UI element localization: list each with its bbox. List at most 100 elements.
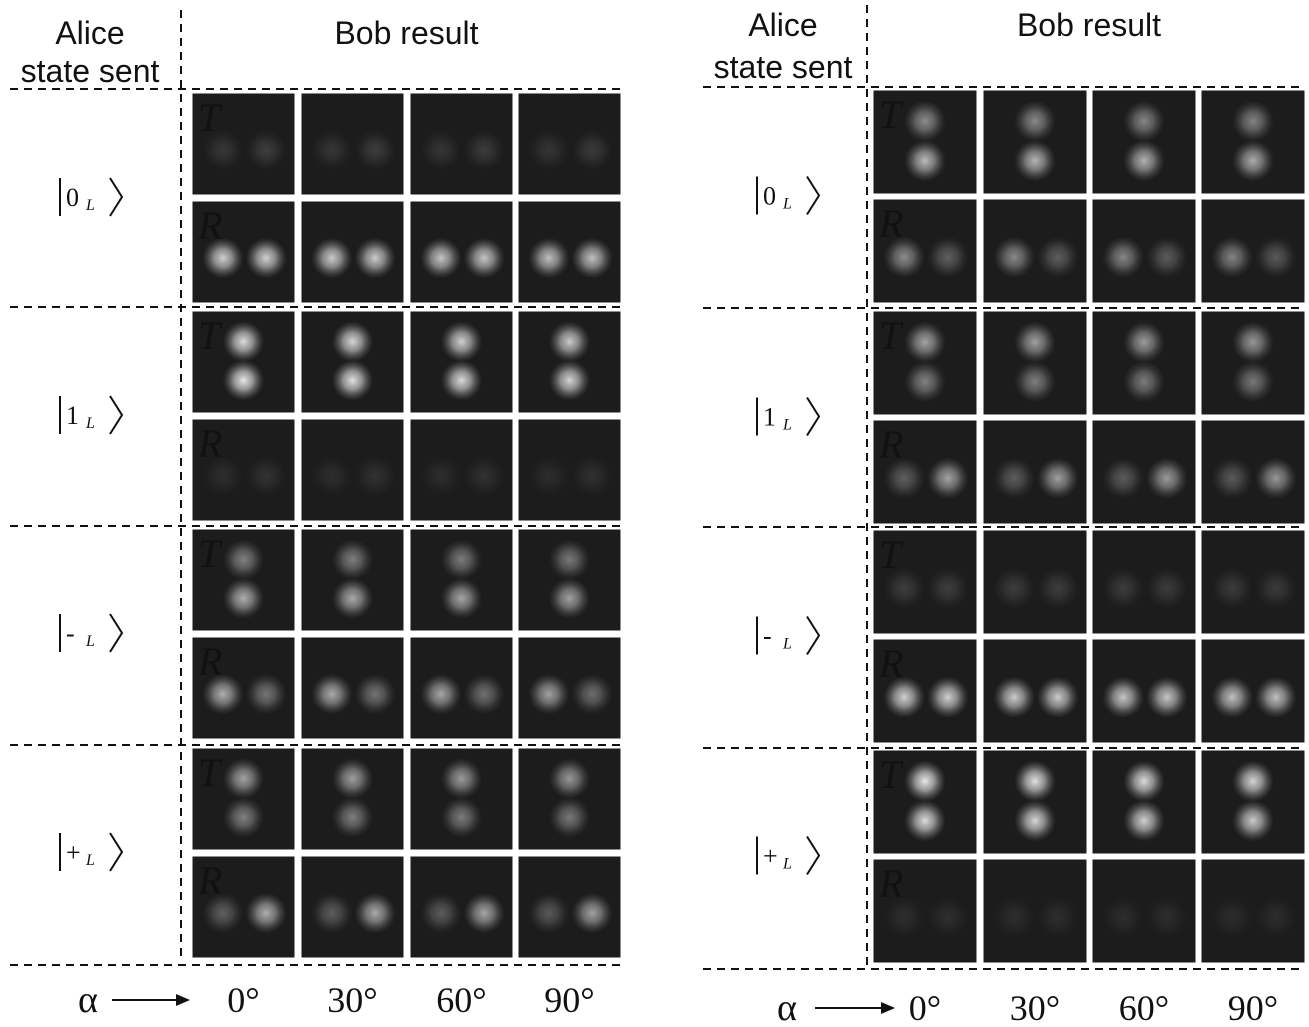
ket-subscript: L (85, 415, 95, 432)
beam-spot (245, 892, 287, 934)
beam-spot (1014, 360, 1056, 403)
beam-spot (571, 673, 613, 715)
ket-subscript: L (782, 196, 792, 213)
ket-symbol: 1 (66, 401, 79, 430)
ket-bracket (109, 832, 124, 872)
cell-label: R (197, 203, 222, 248)
beam-spot (883, 567, 925, 610)
beam-spot (354, 455, 396, 497)
beam-spot (202, 892, 244, 934)
ket-symbol: - (66, 619, 75, 648)
alpha-label: α (78, 979, 98, 1021)
beam-spot (245, 455, 287, 497)
beam-spot (548, 539, 591, 580)
beam-spot (202, 455, 244, 497)
alice-header: state sent (714, 49, 853, 85)
beam-spot (420, 892, 462, 934)
beam-spot (904, 100, 946, 142)
beam-spot (354, 892, 396, 934)
ket-subscript: L (85, 633, 95, 650)
beam-spot (904, 139, 946, 182)
beam-spot (1102, 896, 1144, 939)
beam-spot (311, 129, 353, 171)
beam-spot (1232, 139, 1274, 182)
beam-spot (1014, 321, 1056, 364)
beam-spot (1211, 676, 1253, 719)
cell-label: T (198, 313, 223, 358)
beam-spot (222, 577, 265, 619)
beam-spot (420, 673, 462, 715)
beam-spot (311, 673, 353, 715)
beam-spot (1037, 896, 1079, 939)
beam-spot (1014, 100, 1056, 142)
beam-spot (1211, 236, 1253, 279)
cell-label: R (878, 201, 903, 246)
ket-symbol: 0 (66, 183, 79, 212)
beam-spot (1102, 236, 1144, 279)
ket-bracket (109, 395, 124, 435)
beam-spot (1102, 567, 1144, 610)
beam-spot (927, 236, 969, 279)
beam-spot (1102, 457, 1144, 500)
beam-spot (354, 673, 396, 715)
beam-spot (1146, 236, 1188, 279)
angle-label: 60° (1119, 988, 1169, 1027)
cell-label: T (879, 752, 904, 797)
beam-spot (202, 673, 244, 715)
arrow-head (176, 994, 190, 1006)
beam-spot (463, 129, 505, 171)
arrow-head (881, 1002, 895, 1014)
beam-spot (904, 799, 946, 842)
beam-spot (904, 321, 946, 364)
beam-spot (548, 359, 591, 401)
cell-label: R (878, 422, 903, 467)
ket-subscript: L (782, 417, 792, 434)
cell-label: T (198, 95, 223, 140)
beam-spot (1211, 567, 1253, 610)
beam-spot (927, 676, 969, 719)
beam-spot (528, 237, 570, 279)
beam-spot (1211, 896, 1253, 939)
beam-spot (883, 457, 925, 500)
beam-spot (222, 359, 265, 401)
beam-spot (548, 577, 591, 619)
beam-spot (1037, 676, 1079, 719)
beam-spot (440, 577, 483, 619)
beam-spot (1255, 457, 1297, 500)
cell-label: T (879, 532, 904, 577)
beam-spot (420, 237, 462, 279)
beam-spot (222, 758, 265, 799)
angle-label: 0° (227, 980, 259, 1020)
beam-spot (571, 892, 613, 934)
beam-spot (222, 796, 265, 838)
ket-bracket (109, 613, 124, 653)
beam-spot (883, 236, 925, 279)
beam-spot (311, 455, 353, 497)
beam-spot (993, 567, 1035, 610)
beam-spot (1014, 799, 1056, 842)
beam-spot (1037, 457, 1079, 500)
beam-spot (354, 129, 396, 171)
beam-spot (927, 567, 969, 610)
beam-spot (1014, 139, 1056, 182)
beam-spot (528, 129, 570, 171)
angle-label: 30° (1010, 988, 1060, 1027)
beam-spot (1255, 236, 1297, 279)
ket-symbol: + (763, 842, 778, 871)
cell-label: T (879, 313, 904, 358)
ket-subscript: L (782, 856, 792, 873)
beam-spot (927, 896, 969, 939)
beam-spot (331, 758, 374, 799)
beam-spot (222, 321, 265, 362)
beam-spot (571, 237, 613, 279)
beam-spot (1123, 100, 1165, 142)
beam-spot (331, 796, 374, 838)
beam-spot (245, 673, 287, 715)
beam-spot (331, 321, 374, 362)
beam-spot (222, 539, 265, 580)
beam-spot (440, 758, 483, 799)
beam-spot (904, 760, 946, 802)
beam-spot (904, 360, 946, 403)
